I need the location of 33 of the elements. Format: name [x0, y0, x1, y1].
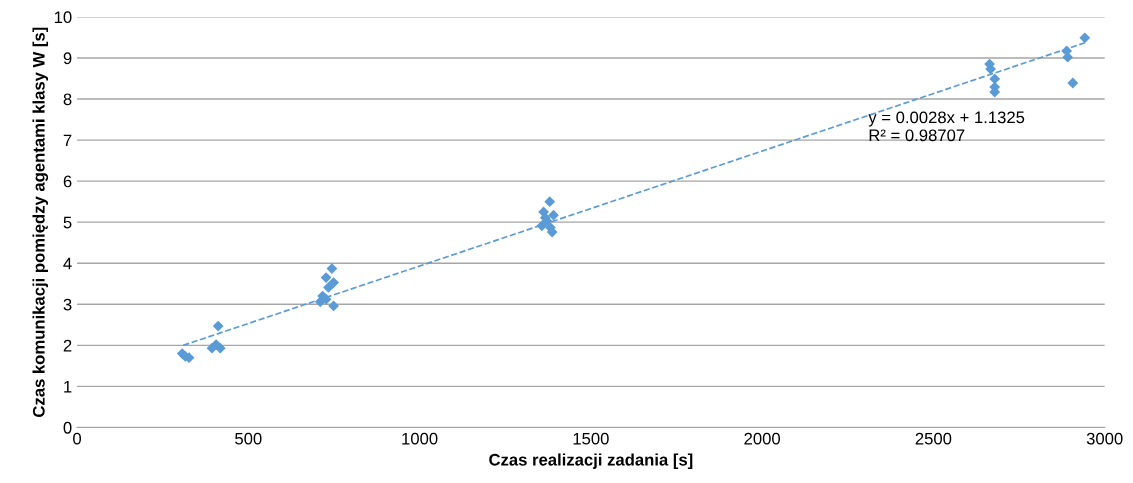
x-tick-label: 0 — [73, 432, 82, 445]
y-tick-label: 9 — [63, 52, 72, 65]
y-tick-label: 2 — [63, 339, 72, 352]
y-tick-label: 1 — [64, 380, 72, 393]
annotation: y = 0.0028x + 1.1325 R² = 0.98707 — [868, 111, 1025, 142]
y-tick-label: 0 — [63, 421, 72, 434]
point — [328, 277, 339, 288]
point — [314, 296, 326, 308]
point — [212, 320, 224, 332]
point — [548, 209, 559, 221]
y-tick-label: 4 — [63, 257, 72, 270]
x-axis-title: Czas realizacji zadania [s] — [489, 453, 693, 469]
point — [1067, 77, 1079, 89]
y-tick-label: 10 — [54, 11, 72, 24]
point — [544, 196, 556, 208]
point — [320, 272, 332, 283]
x-tick-label: 1000 — [402, 432, 438, 445]
x-tick-label: 500 — [235, 432, 262, 445]
y-tick-label: 6 — [63, 175, 72, 188]
point — [1079, 32, 1091, 44]
y-tick-label: 8 — [63, 93, 72, 106]
x-tick-label: 1500 — [573, 432, 609, 445]
y-axis-title: Czas komunikacji pomiędzy agentami klasy W [s] — [32, 27, 49, 417]
point — [536, 220, 548, 232]
x-tick-label: 3000 — [1086, 432, 1123, 445]
x-tick-label: 2000 — [744, 432, 781, 445]
x-tick-label: 2500 — [915, 432, 952, 445]
y-tick-label: 3 — [63, 298, 72, 311]
point — [328, 300, 339, 312]
point — [326, 263, 338, 274]
y-tick-label: 5 — [63, 216, 72, 229]
point — [323, 282, 334, 293]
y-tick-label: 7 — [63, 134, 72, 147]
